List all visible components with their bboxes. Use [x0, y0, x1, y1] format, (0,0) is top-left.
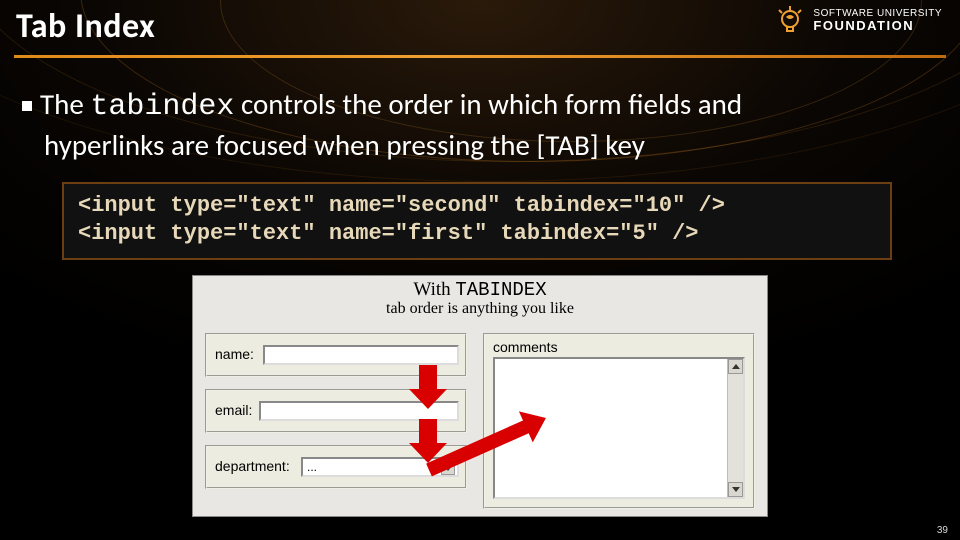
bullet-square-icon — [22, 101, 32, 111]
bullet-text-pre: The — [40, 86, 90, 122]
slide-title: Tab Index — [16, 6, 155, 47]
figure-title-pre: With — [413, 279, 455, 300]
tabindex-figure: With TABINDEX tab order is anything you … — [192, 275, 768, 517]
logo-text: SOFTWARE UNIVERSITY FOUNDATION — [813, 9, 942, 33]
bullet-text-line2: hyperlinks are focused when pressing the… — [44, 127, 645, 163]
arrow-down-icon — [419, 419, 437, 445]
scroll-up-icon[interactable] — [728, 359, 743, 374]
title-underline — [14, 55, 946, 58]
bullet-text-post1: controls the order in which form fields … — [234, 86, 742, 122]
label-comments: comments — [493, 339, 558, 355]
figure-subtitle: tab order is anything you like — [193, 300, 767, 318]
input-name[interactable] — [263, 345, 459, 365]
label-email: email: — [215, 402, 252, 418]
bullet-paragraph: The tabindex controls the order in which… — [22, 86, 930, 163]
arrow-down-icon — [419, 365, 437, 391]
lightbulb-icon — [773, 4, 807, 38]
logo-line-2: FOUNDATION — [813, 19, 942, 33]
scroll-down-icon[interactable] — [728, 482, 743, 497]
bullet-text-mono: tabindex — [90, 90, 234, 124]
page-number: 39 — [937, 525, 948, 536]
slide: Tab Index SOFTWARE UNIVERSITY FOUNDATION… — [0, 0, 960, 540]
label-department: department: — [215, 458, 290, 474]
scrollbar[interactable] — [727, 359, 743, 497]
label-name: name: — [215, 346, 254, 362]
code-content: <input type="text" name="second" tabinde… — [78, 192, 876, 248]
select-value: ... — [307, 460, 317, 474]
figure-title: With TABINDEX — [193, 279, 767, 301]
figure-title-mono: TABINDEX — [455, 279, 546, 301]
code-snippet-box: <input type="text" name="second" tabinde… — [62, 182, 892, 260]
logo: SOFTWARE UNIVERSITY FOUNDATION — [773, 4, 942, 38]
